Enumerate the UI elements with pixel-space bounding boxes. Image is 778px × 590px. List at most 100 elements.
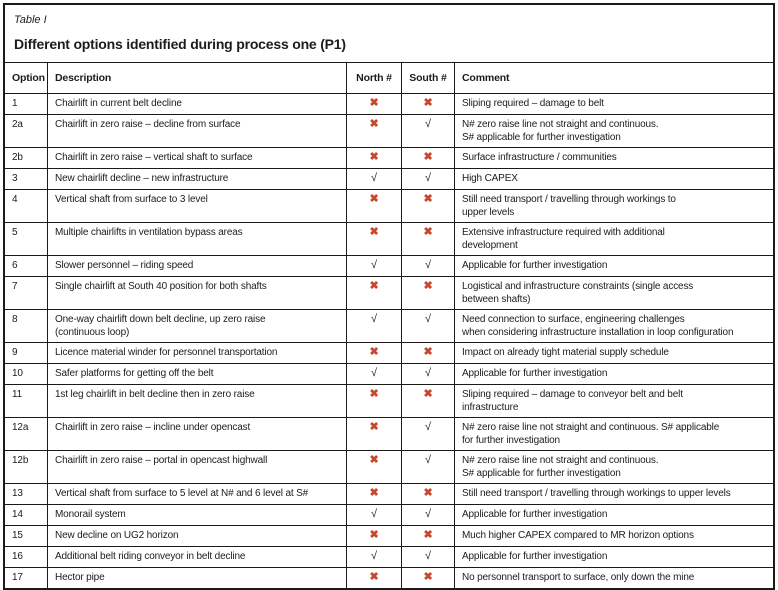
north-cell: ✖ [347,148,402,168]
option-cell: 2b [5,148,48,168]
table-row: 16 Additional belt riding conveyor in be… [5,546,773,567]
table-row: 1 Chairlift in current belt decline ✖ ✖ … [5,93,773,114]
check-icon: √ [371,508,377,520]
comment-cell: N# zero raise line not straight and cont… [462,455,659,479]
option-cell: 1 [5,94,48,114]
description-cell: 1st leg chairlift in belt decline then i… [48,385,347,417]
table-row: 12a Chairlift in zero raise – incline un… [5,417,773,450]
description-cell: Chairlift in current belt decline [48,94,347,114]
check-icon: √ [425,508,431,520]
table-row: 10 Safer platforms for getting off the b… [5,363,773,384]
table-row: 8 One-way chairlift down belt decline, u… [5,309,773,342]
column-header-description: Description [48,63,347,93]
north-cell: √ [347,310,402,342]
north-cell: ✖ [347,223,402,255]
comment-cell: Extensive infrastructure required with a… [462,227,665,251]
cross-icon: ✖ [369,421,379,433]
comment-cell: Surface infrastructure / communities [462,152,617,163]
table-row: 5 Multiple chairlifts in ventilation byp… [5,222,773,255]
table-row: 17 Hector pipe ✖ ✖ No personnel transpor… [5,567,773,588]
description-cell: Monorail system [48,505,347,525]
table-row: 4 Vertical shaft from surface to 3 level… [5,189,773,222]
description-cell: New decline on UG2 horizon [48,526,347,546]
north-cell: √ [347,256,402,276]
south-cell: √ [402,115,455,147]
cross-icon: ✖ [369,388,379,400]
north-cell: ✖ [347,343,402,363]
description-cell: One-way chairlift down belt decline, up … [48,310,347,342]
cross-icon: ✖ [423,280,433,292]
check-icon: √ [371,550,377,562]
option-cell: 15 [5,526,48,546]
option-cell: 6 [5,256,48,276]
south-cell: √ [402,418,455,450]
check-icon: √ [425,259,431,271]
table-row: 3 New chairlift decline – new infrastruc… [5,168,773,189]
cross-icon: ✖ [423,487,433,499]
header-row: Option Description North # South # Comme… [5,62,773,93]
south-cell: √ [402,169,455,189]
cross-icon: ✖ [423,571,433,583]
cross-icon: ✖ [369,487,379,499]
comment-cell: Need connection to surface, engineering … [462,314,734,338]
comment-cell: N# zero raise line not straight and cont… [462,119,659,143]
column-header-option: Option [5,63,48,93]
south-cell: ✖ [402,223,455,255]
check-icon: √ [425,367,431,379]
cross-icon: ✖ [423,151,433,163]
south-cell: √ [402,505,455,525]
cross-icon: ✖ [369,346,379,358]
column-header-north: North # [347,63,402,93]
check-icon: √ [425,118,431,130]
description-cell: Additional belt riding conveyor in belt … [48,547,347,567]
check-icon: √ [425,421,431,433]
north-cell: ✖ [347,190,402,222]
table-row: 2a Chairlift in zero raise – decline fro… [5,114,773,147]
table-row: 13 Vertical shaft from surface to 5 leve… [5,483,773,504]
north-cell: ✖ [347,484,402,504]
north-cell: ✖ [347,568,402,588]
option-cell: 5 [5,223,48,255]
description-cell: Vertical shaft from surface to 5 level a… [48,484,347,504]
check-icon: √ [371,313,377,325]
south-cell: ✖ [402,484,455,504]
column-header-south: South # [402,63,455,93]
south-cell: ✖ [402,568,455,588]
north-cell: ✖ [347,385,402,417]
south-cell: √ [402,310,455,342]
option-cell: 3 [5,169,48,189]
check-icon: √ [371,259,377,271]
cross-icon: ✖ [369,571,379,583]
table-row: 6 Slower personnel – riding speed √ √ Ap… [5,255,773,276]
description-cell: Hector pipe [48,568,347,588]
option-cell: 9 [5,343,48,363]
cross-icon: ✖ [423,388,433,400]
north-cell: √ [347,505,402,525]
table-title: Different options identified during proc… [14,36,346,52]
north-cell: ✖ [347,115,402,147]
cross-icon: ✖ [369,118,379,130]
option-cell: 12a [5,418,48,450]
cross-icon: ✖ [369,529,379,541]
south-cell: √ [402,451,455,483]
comment-cell: Impact on already tight material supply … [462,347,669,358]
table-row: 7 Single chairlift at South 40 position … [5,276,773,309]
cross-icon: ✖ [423,226,433,238]
description-cell: Safer platforms for getting off the belt [48,364,347,384]
south-cell: ✖ [402,526,455,546]
option-cell: 17 [5,568,48,588]
table-row: 15 New decline on UG2 horizon ✖ ✖ Much h… [5,525,773,546]
north-cell: ✖ [347,526,402,546]
table-row: 12b Chairlift in zero raise – portal in … [5,450,773,483]
north-cell: ✖ [347,451,402,483]
option-cell: 7 [5,277,48,309]
cross-icon: ✖ [369,454,379,466]
cross-icon: ✖ [369,97,379,109]
description-cell: Chairlift in zero raise – vertical shaft… [48,148,347,168]
options-table: Table I Different options identified dur… [3,3,775,590]
north-cell: √ [347,169,402,189]
description-cell: Vertical shaft from surface to 3 level [48,190,347,222]
south-cell: ✖ [402,94,455,114]
north-cell: ✖ [347,277,402,309]
table-row: 2b Chairlift in zero raise – vertical sh… [5,147,773,168]
